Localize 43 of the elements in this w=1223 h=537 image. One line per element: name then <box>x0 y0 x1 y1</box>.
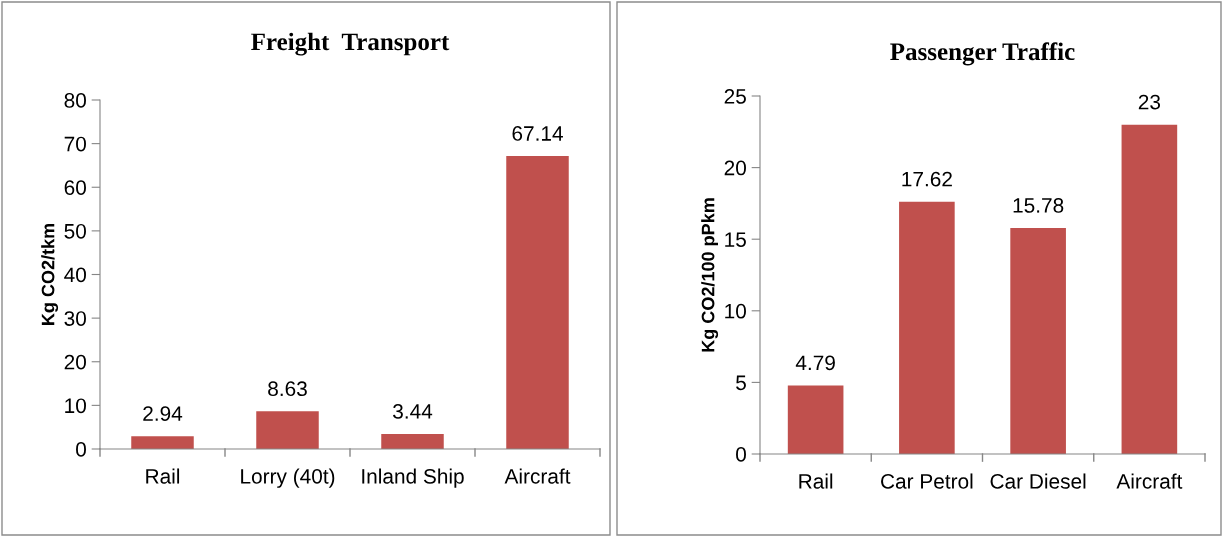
x-tick-label: Aircraft <box>504 468 571 484</box>
x-tick-label: Lorry (40t) <box>241 468 335 488</box>
bar <box>1121 124 1178 454</box>
y-tick-label: 25 <box>724 89 746 104</box>
bar <box>256 411 319 449</box>
bar <box>381 433 444 449</box>
x-tick-label: Car Petrol <box>881 473 973 489</box>
y-tick-label: 0 <box>76 442 86 457</box>
y-tick-label: 80 <box>64 93 86 108</box>
chart-title: Passenger Traffic <box>890 42 1075 66</box>
y-tick-label: 20 <box>64 354 86 370</box>
y-tick-label: 50 <box>64 223 86 239</box>
y-tick-label: 15 <box>725 232 746 247</box>
bar <box>1010 228 1066 454</box>
y-tick-label: 30 <box>64 311 86 326</box>
data-label: 17.62 <box>902 171 952 187</box>
bar <box>787 385 844 454</box>
bar <box>506 156 569 449</box>
y-tick-label: 70 <box>64 136 86 152</box>
data-label: 4.79 <box>795 355 835 371</box>
x-tick-label: Aircraft <box>1116 473 1183 489</box>
x-tick-label: Rail <box>799 473 833 489</box>
bar <box>899 201 955 454</box>
bar <box>131 436 194 449</box>
y-tick-label: 60 <box>64 180 86 195</box>
y-tick-label: 0 <box>736 447 746 462</box>
y-tick-label: 5 <box>736 375 746 391</box>
y-axis-title: Kg CO2/tkm <box>41 223 59 325</box>
x-tick-label: Inland Ship <box>362 468 464 488</box>
y-tick-label: 40 <box>64 267 86 283</box>
y-tick-label: 10 <box>65 398 86 414</box>
data-label: 8.63 <box>268 381 307 397</box>
chart-title: Freight Transport <box>251 32 450 56</box>
data-label: 3.44 <box>393 404 433 419</box>
x-tick-label: Rail <box>146 468 180 484</box>
x-tick-label: Car Diesel <box>990 473 1086 489</box>
y-tick-label: 10 <box>725 303 746 319</box>
data-label: 23 <box>1138 94 1161 110</box>
y-axis-title: Kg CO2/100 pPkm <box>701 198 719 352</box>
data-label: 2.94 <box>143 406 183 421</box>
y-tick-label: 20 <box>724 160 746 176</box>
data-label: 15.78 <box>1013 198 1064 213</box>
data-label: 67.14 <box>512 126 563 141</box>
